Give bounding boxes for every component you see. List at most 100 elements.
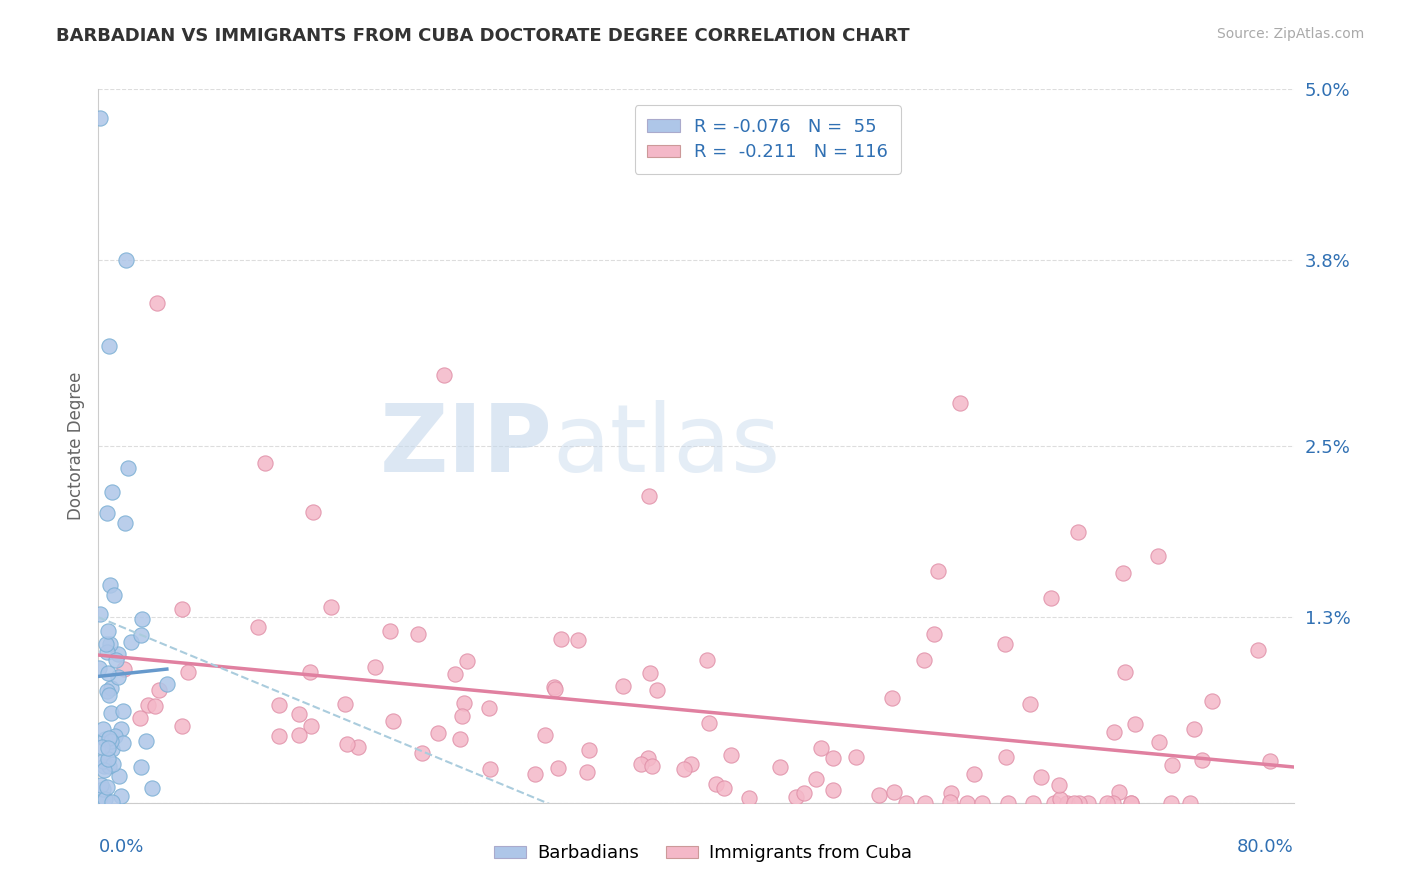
Point [894,796,917,810]
Point [880,690,903,705]
Point [101,485,124,500]
Point [336,737,359,751]
Point [170,602,193,616]
Point [720,747,742,762]
Point [93,759,115,773]
Point [681,756,703,771]
Point [1149,735,1171,749]
Point [97,741,120,756]
Point [131,612,153,626]
Point [1043,796,1066,810]
Point [129,628,152,642]
Point [640,759,662,773]
Point [98,637,121,651]
Point [107,670,129,684]
Point [1049,792,1071,806]
Point [110,722,132,736]
Point [131,760,153,774]
Point [444,666,467,681]
Point [101,756,124,771]
Point [97,665,120,680]
Point [103,587,125,601]
Point [868,788,890,802]
Point [105,653,128,667]
Point [114,516,136,531]
Point [267,729,290,743]
Point [883,784,905,798]
Point [100,681,122,695]
Point [547,761,569,775]
Point [254,456,277,470]
Point [110,789,132,803]
Point [145,296,167,310]
Text: 0.0%: 0.0% [98,838,143,856]
Point [927,565,949,579]
Point [578,742,600,756]
Point [544,682,567,697]
Point [704,776,727,790]
Point [1182,723,1205,737]
Point [938,795,960,809]
Point [120,634,142,648]
Point [793,787,815,801]
Point [449,732,471,747]
Point [107,769,129,783]
Text: Source: ZipAtlas.com: Source: ZipAtlas.com [1216,27,1364,41]
Point [845,750,868,764]
Point [453,696,475,710]
Point [922,627,945,641]
Point [93,731,115,746]
Point [91,754,114,768]
Point [1119,796,1142,810]
Point [97,339,120,353]
Point [1067,796,1090,810]
Point [1102,796,1125,810]
Point [91,722,114,736]
Point [696,653,718,667]
Point [912,653,935,667]
Point [364,659,387,673]
Point [804,772,827,786]
Point [267,698,290,712]
Legend: Barbadians, Immigrants from Cuba: Barbadians, Immigrants from Cuba [486,838,920,870]
Text: ZIP: ZIP [380,400,553,492]
Point [301,505,323,519]
Point [104,729,127,743]
Point [321,599,343,614]
Point [638,666,661,681]
Point [298,665,321,680]
Point [98,689,121,703]
Point [450,709,472,723]
Point [1114,665,1136,680]
Point [1160,796,1182,810]
Point [96,506,118,520]
Point [823,782,845,797]
Point [1119,796,1142,810]
Point [89,790,111,805]
Point [96,645,118,659]
Point [426,726,449,740]
Point [810,741,832,756]
Point [98,759,121,773]
Point [567,633,589,648]
Point [949,396,972,410]
Point [288,728,311,742]
Point [93,764,115,778]
Point [378,624,401,638]
Point [107,647,129,661]
Point [156,677,179,691]
Point [406,627,429,641]
Point [141,781,163,796]
Y-axis label: Doctorate Degree: Doctorate Degree [66,372,84,520]
Point [1108,785,1130,799]
Point [638,489,661,503]
Point [136,698,159,713]
Point [299,719,322,733]
Point [112,736,135,750]
Point [956,796,979,810]
Point [89,111,111,125]
Point [456,654,478,668]
Point [1247,643,1270,657]
Point [575,764,598,779]
Point [543,680,565,694]
